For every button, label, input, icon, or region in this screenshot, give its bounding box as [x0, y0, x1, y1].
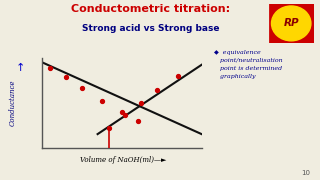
Text: Conductance: Conductance	[9, 79, 17, 126]
Text: RP: RP	[284, 18, 299, 28]
Text: Conductometric titration:: Conductometric titration:	[71, 4, 230, 15]
Circle shape	[271, 6, 311, 41]
Text: ↑: ↑	[16, 63, 26, 73]
Text: Strong acid vs Strong base: Strong acid vs Strong base	[82, 24, 219, 33]
Text: ◆  equivalence
   point/neutralisation
   point is determined
   graphically: ◆ equivalence point/neutralisation point…	[214, 50, 283, 79]
Text: 10: 10	[301, 170, 310, 176]
FancyBboxPatch shape	[270, 4, 313, 42]
Text: Volume of NaOH(ml)—►: Volume of NaOH(ml)—►	[80, 156, 166, 164]
